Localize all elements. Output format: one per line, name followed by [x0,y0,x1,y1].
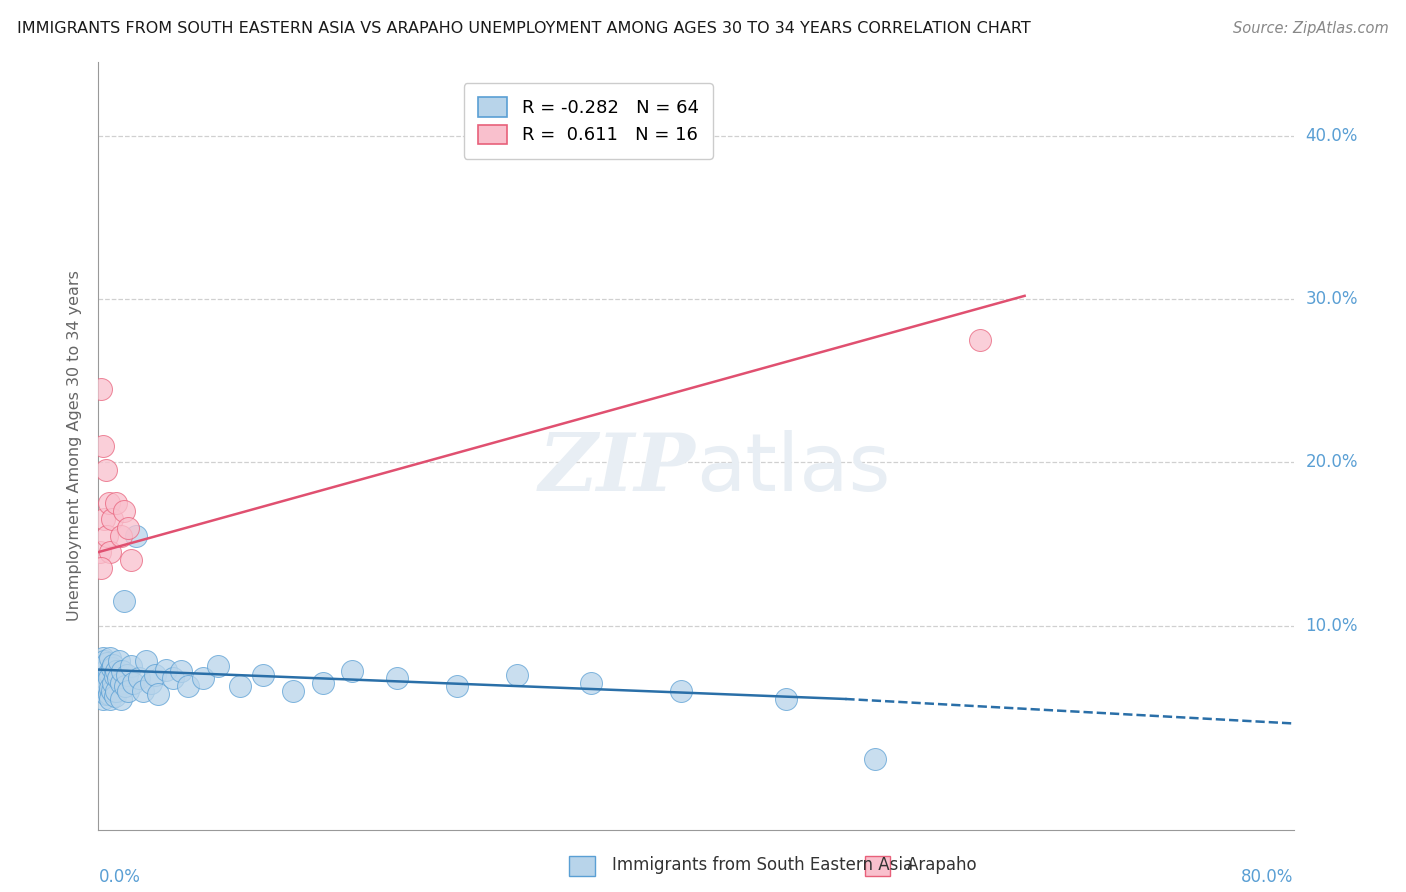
Point [105,496,128,510]
Point [93,681,115,695]
Y-axis label: Unemployment Among Ages 30 to 34 years: Unemployment Among Ages 30 to 34 years [66,270,82,622]
Point [98,651,122,665]
Point [101,683,124,698]
Point [128,671,150,685]
FancyBboxPatch shape [865,856,890,876]
Point [89,665,111,679]
Point [121,675,143,690]
Point [112,504,135,518]
Text: 80.0%: 80.0% [1241,869,1294,887]
Point [132,683,155,698]
Point [110,529,132,543]
Point [94,675,117,690]
Point [90,659,112,673]
Point [191,671,214,685]
Text: atlas: atlas [696,430,890,508]
Text: ZIP: ZIP [538,430,696,508]
Point [506,667,529,681]
Point [311,675,333,690]
Point [120,659,142,673]
Point [96,679,118,693]
FancyBboxPatch shape [569,856,595,876]
Point [97,687,120,701]
Point [98,545,122,559]
Point [94,663,117,677]
Point [110,675,132,690]
Point [97,665,120,680]
Point [91,439,114,453]
Point [96,529,118,543]
Text: Arapaho: Arapaho [886,856,976,874]
Text: 0.0%: 0.0% [98,869,141,887]
Point [101,661,124,675]
Text: 20.0%: 20.0% [1306,453,1358,471]
Text: IMMIGRANTS FROM SOUTH EASTERN ASIA VS ARAPAHO UNEMPLOYMENT AMONG AGES 30 TO 34 Y: IMMIGRANTS FROM SOUTH EASTERN ASIA VS AR… [17,21,1031,37]
Point [90,382,112,396]
Point [252,667,274,681]
Point [229,679,252,693]
Point [91,651,114,665]
Point [90,679,112,693]
Point [775,692,797,706]
Point [91,692,114,706]
Point [669,683,692,698]
Text: 30.0%: 30.0% [1306,290,1358,308]
Text: 40.0%: 40.0% [1306,127,1358,145]
Legend: R = -0.282   N = 64, R =  0.611   N = 16: R = -0.282 N = 64, R = 0.611 N = 16 [464,83,713,159]
Point [207,659,229,673]
Point [97,496,120,510]
Point [446,679,468,693]
Point [155,663,177,677]
Point [169,665,191,679]
Point [104,689,127,703]
Point [105,683,128,698]
Point [969,333,991,347]
Point [114,679,136,693]
Point [110,692,132,706]
Point [162,671,184,685]
Point [105,665,128,679]
Point [93,512,115,526]
Point [98,692,122,706]
Point [94,687,117,701]
Point [97,671,120,685]
Point [104,669,127,683]
Point [103,657,125,672]
Point [342,665,364,679]
Point [177,679,200,693]
Point [90,561,112,575]
Point [101,512,124,526]
Point [125,529,148,543]
Point [111,665,134,679]
Point [103,675,125,690]
Point [281,683,304,698]
Point [91,671,114,685]
Text: 10.0%: 10.0% [1306,616,1358,634]
Text: Immigrants from South Eastern Asia: Immigrants from South Eastern Asia [591,856,912,874]
Point [117,520,139,534]
Point [135,655,157,669]
Point [98,681,122,695]
Point [148,687,170,701]
Point [117,683,139,698]
Point [120,553,142,567]
Point [89,545,111,559]
Point [112,594,135,608]
Point [89,683,111,698]
Point [108,655,131,669]
Point [115,667,138,681]
Point [94,463,117,477]
Point [143,667,166,681]
Point [96,656,118,670]
Point [865,752,887,766]
Text: Source: ZipAtlas.com: Source: ZipAtlas.com [1233,21,1389,37]
Point [385,671,409,685]
Point [139,675,162,690]
Point [581,675,603,690]
Point [107,671,129,685]
Point [93,655,115,669]
